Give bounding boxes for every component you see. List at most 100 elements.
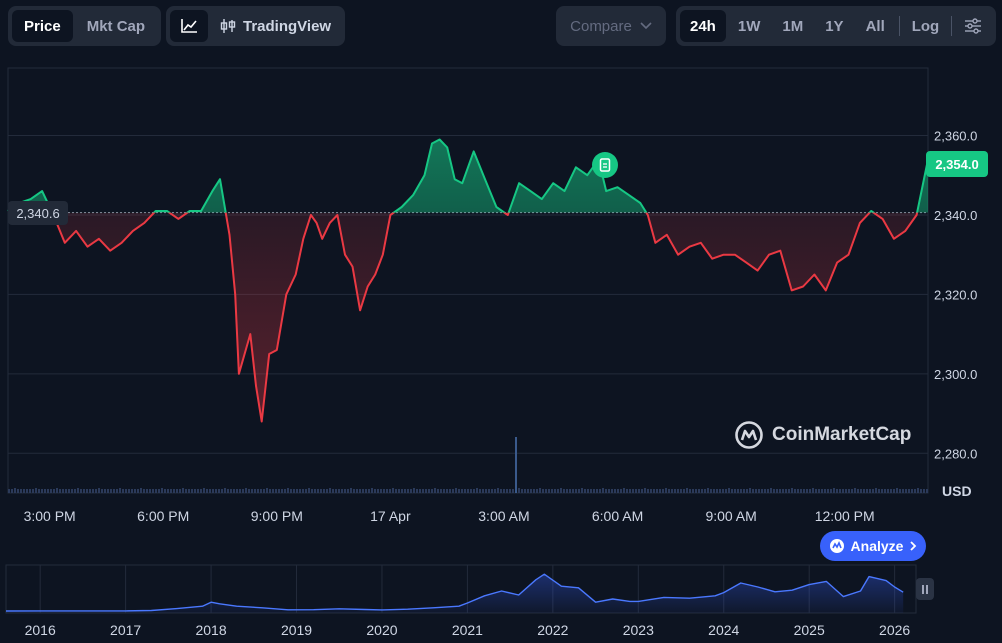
volume-bar <box>389 489 391 493</box>
analyze-button[interactable]: Analyze <box>820 531 926 561</box>
log-scale-toggle[interactable]: Log <box>911 17 940 35</box>
volume-bar <box>41 489 43 493</box>
volume-bar <box>404 489 406 493</box>
volume-bar <box>272 489 274 493</box>
volume-bar <box>332 489 334 493</box>
volume-bar <box>656 489 658 493</box>
volume-bar <box>812 488 814 493</box>
navigator-year-label: 2022 <box>537 622 568 638</box>
volume-bar <box>584 489 586 493</box>
range-all[interactable]: All <box>865 17 885 35</box>
volume-bar <box>854 488 856 493</box>
range-24h[interactable]: 24h <box>680 10 726 42</box>
volume-bar <box>437 489 439 493</box>
volume-bar <box>134 489 136 493</box>
chart-settings-button[interactable] <box>956 10 990 42</box>
volume-bar <box>311 489 313 493</box>
volume-bar <box>248 489 250 493</box>
volume-bar <box>131 489 133 493</box>
volume-bar <box>800 489 802 493</box>
volume-bar <box>461 489 463 493</box>
volume-bar <box>920 489 922 493</box>
y-tick-label: 2,340.0 <box>934 208 977 223</box>
volume-bar <box>242 489 244 493</box>
volume-bar <box>275 489 277 493</box>
volume-bar <box>338 489 340 493</box>
volume-bar <box>797 489 799 493</box>
volume-bar <box>779 489 781 493</box>
x-tick-label: 17 Apr <box>370 508 411 524</box>
chevron-down-icon <box>640 22 652 30</box>
volume-bar <box>590 489 592 493</box>
navigator-handle[interactable] <box>916 578 934 600</box>
volume-bar <box>770 488 772 493</box>
volume-bar <box>269 489 271 493</box>
y-tick-label: 2,360.0 <box>934 129 977 144</box>
volume-bar <box>926 489 928 493</box>
volume-bar <box>671 489 673 493</box>
volume-bar <box>815 489 817 493</box>
volume-bar <box>428 489 430 493</box>
volume-bar <box>146 489 148 493</box>
volume-bar <box>263 489 265 493</box>
volume-bar <box>509 489 511 493</box>
volume-bar <box>467 489 469 493</box>
tab-market-cap[interactable]: Mkt Cap <box>86 17 146 35</box>
volume-bar <box>893 489 895 493</box>
volume-bar <box>923 489 925 493</box>
volume-bar <box>128 489 130 493</box>
divider <box>951 16 953 36</box>
line-chart-button[interactable] <box>170 10 208 42</box>
compare-dropdown[interactable]: Compare <box>556 6 666 46</box>
chevron-right-icon <box>910 541 917 551</box>
volume-bar <box>425 489 427 493</box>
news-marker <box>592 152 618 178</box>
volume-bar <box>638 489 640 493</box>
y-tick-label: 2,280.0 <box>934 446 977 461</box>
volume-bar <box>452 489 454 493</box>
volume-bar <box>188 489 190 493</box>
y-tick-label: 2,300.0 <box>934 367 977 382</box>
volume-bar <box>182 488 184 493</box>
volume-bar <box>782 489 784 493</box>
volume-bar <box>827 489 829 493</box>
volume-bar <box>722 489 724 493</box>
range-1w[interactable]: 1W <box>737 17 761 35</box>
range-1m[interactable]: 1M <box>782 17 804 35</box>
volume-bar <box>194 489 196 493</box>
volume-bar <box>320 489 322 493</box>
tradingview-button[interactable]: TradingView <box>210 10 341 42</box>
price-chart[interactable]: 2,280.0 2,300.0 2,320.0 2,340.0 2,360.0 3:00 … <box>0 60 1002 643</box>
volume-bar <box>818 489 820 493</box>
volume-bar <box>896 488 898 493</box>
volume-bar <box>410 489 412 493</box>
x-tick-label: 9:00 AM <box>705 508 756 524</box>
volume-bar <box>251 489 253 493</box>
volume-bar <box>728 488 730 493</box>
volume-bar <box>38 489 40 493</box>
volume-bar <box>833 488 835 493</box>
volume-bar <box>821 489 823 493</box>
volume-bar <box>917 488 919 493</box>
volume-bar <box>851 489 853 493</box>
coinmarketcap-logo-icon <box>735 421 763 449</box>
volume-bar <box>155 489 157 493</box>
volume-bar <box>899 489 901 493</box>
x-tick-label: 6:00 PM <box>137 508 189 524</box>
volume-bar <box>641 489 643 493</box>
volume-bar <box>347 489 349 493</box>
volume-bar <box>905 489 907 493</box>
price-line-below <box>51 212 919 423</box>
volume-bar <box>23 489 25 493</box>
volume-bar <box>353 489 355 493</box>
volume-bar <box>476 488 478 493</box>
volume-bar <box>599 489 601 493</box>
tab-price[interactable]: Price <box>12 10 73 42</box>
volume-bar <box>626 489 628 493</box>
volume-bar <box>224 488 226 493</box>
volume-bar <box>62 489 64 493</box>
range-1y[interactable]: 1Y <box>825 17 844 35</box>
volume-bar <box>749 488 751 493</box>
volume-bar <box>761 489 763 493</box>
volume-bar <box>281 489 283 493</box>
